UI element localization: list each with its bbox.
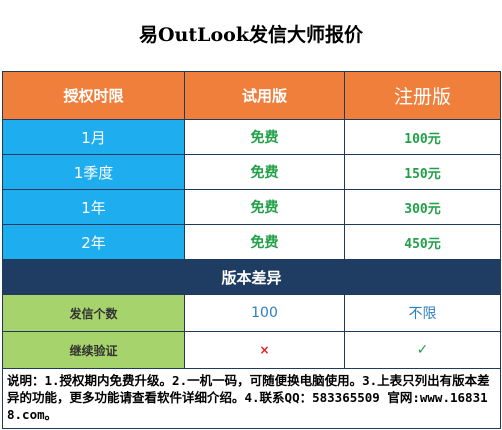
registered-price-cell: 100元 <box>344 119 501 155</box>
period-cell: 2年 <box>2 224 185 260</box>
check-icon: ✓ <box>344 331 501 369</box>
feature-label: 继续验证 <box>2 331 185 369</box>
registered-price-cell: 450元 <box>344 224 501 260</box>
table-row: 1月 免费 100元 <box>2 119 501 155</box>
table-row: 1季度 免费 150元 <box>2 154 501 190</box>
period-cell: 1季度 <box>2 154 185 190</box>
trial-price-cell: 免费 <box>184 154 345 190</box>
feature-label: 发信个数 <box>2 294 185 332</box>
trial-price-cell: 免费 <box>184 189 345 225</box>
header-period: 授权时限 <box>2 71 185 120</box>
table-header-row: 授权时限 试用版 注册版 <box>2 71 501 120</box>
table-row: 2年 免费 450元 <box>2 224 501 260</box>
section-title: 版本差异 <box>2 259 501 295</box>
cross-icon: × <box>184 331 345 369</box>
header-trial: 试用版 <box>184 71 345 120</box>
period-cell: 1年 <box>2 189 185 225</box>
header-registered: 注册版 <box>344 71 501 120</box>
feature-registered-value: 不限 <box>344 294 501 332</box>
feature-row: 发信个数 100 不限 <box>2 294 501 332</box>
trial-price-cell: 免费 <box>184 119 345 155</box>
table-row: 1年 免费 300元 <box>2 189 501 225</box>
feature-trial-value: 100 <box>184 294 345 332</box>
registered-price-cell: 150元 <box>344 154 501 190</box>
price-table: 授权时限 试用版 注册版 1月 免费 100元 1季度 免费 150元 1年 免… <box>2 71 501 429</box>
page-title: 易OutLook发信大师报价 <box>138 24 363 46</box>
period-cell: 1月 <box>2 119 185 155</box>
feature-row: 继续验证 × ✓ <box>2 331 501 369</box>
registered-price-cell: 300元 <box>344 189 501 225</box>
trial-price-cell: 免费 <box>184 224 345 260</box>
note-text: 说明：1.授权期内免费升级。2.一机一码，可随便换电脑使用。3.上表只列出有版本… <box>2 368 501 429</box>
note-row: 说明：1.授权期内免费升级。2.一机一码，可随便换电脑使用。3.上表只列出有版本… <box>2 368 501 429</box>
section-row: 版本差异 <box>2 259 501 295</box>
